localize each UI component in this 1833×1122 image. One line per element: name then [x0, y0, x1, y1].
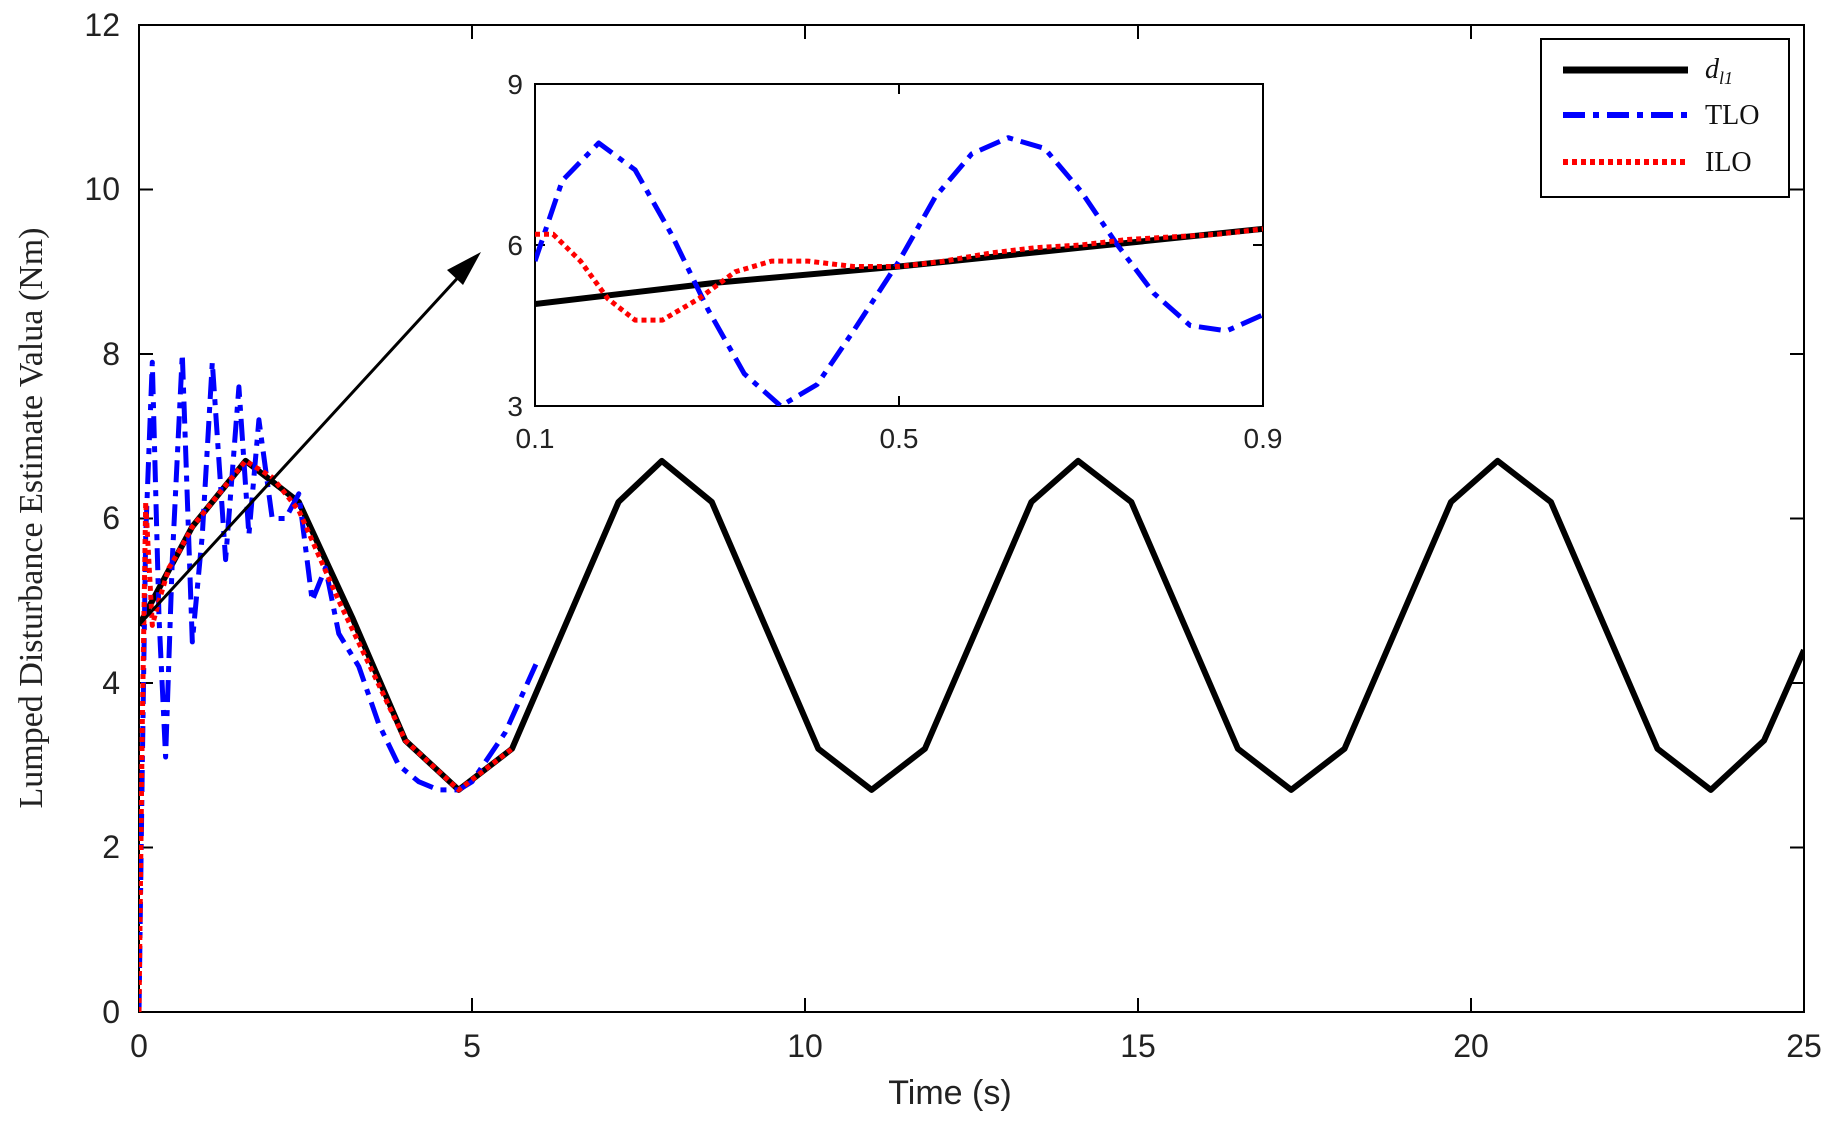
- inset-x-tick-0.9: 0.9: [1244, 423, 1283, 454]
- x-tick-15: 15: [1120, 1028, 1156, 1064]
- legend-label-dl1: dl1: [1705, 54, 1733, 88]
- legend-label-ilo: ILO: [1705, 147, 1752, 178]
- y-tick-0: 0: [102, 994, 120, 1030]
- y-tick-2: 2: [102, 829, 120, 865]
- x-tick-5: 5: [463, 1028, 481, 1064]
- inset-plot-area: [534, 83, 1264, 407]
- inset-x-axis: 0.1 0.5 0.9: [516, 423, 1283, 454]
- y-tick-8: 8: [102, 336, 120, 372]
- inset-y-tick-6: 6: [507, 230, 523, 261]
- main-series-line-tlo: [139, 351, 541, 1012]
- inset-series-group: [535, 135, 1263, 406]
- x-tick-0: 0: [130, 1028, 148, 1064]
- zoom-arrow: [137, 252, 481, 627]
- y-tick-4: 4: [102, 665, 120, 701]
- inset-y-tick-9: 9: [507, 69, 523, 100]
- y-tick-6: 6: [102, 500, 120, 536]
- inset-y-tick-3: 3: [507, 391, 523, 422]
- inset-y-axis: 3 6 9: [507, 69, 523, 422]
- x-tick-20: 20: [1453, 1028, 1489, 1064]
- main-series-line-d-l1: [139, 457, 1804, 793]
- y-tick-10: 10: [84, 171, 120, 207]
- inset-series-line-tlo: [535, 135, 1263, 406]
- inset-tick-marks: [534, 83, 1264, 407]
- legend: dl1 TLO ILO: [1540, 38, 1790, 198]
- inset-x-tick-0.5: 0.5: [880, 423, 919, 454]
- legend-label-tlo: TLO: [1705, 100, 1759, 131]
- main-x-axis: 0 5 10 15 20 25: [130, 1028, 1822, 1064]
- x-axis-label: Time (s): [888, 1074, 1011, 1112]
- y-axis-label: Lumped Disturbance Estimate Valua (Nm): [13, 228, 50, 809]
- y-tick-12: 12: [84, 7, 120, 43]
- inset-x-tick-0.1: 0.1: [516, 423, 555, 454]
- x-tick-25: 25: [1786, 1028, 1822, 1064]
- inset-series-line-ilo: [535, 226, 1263, 323]
- main-y-axis: 0 2 4 6 8 10 12: [84, 7, 120, 1030]
- main-series-group: [139, 351, 1804, 1012]
- x-tick-10: 10: [787, 1028, 823, 1064]
